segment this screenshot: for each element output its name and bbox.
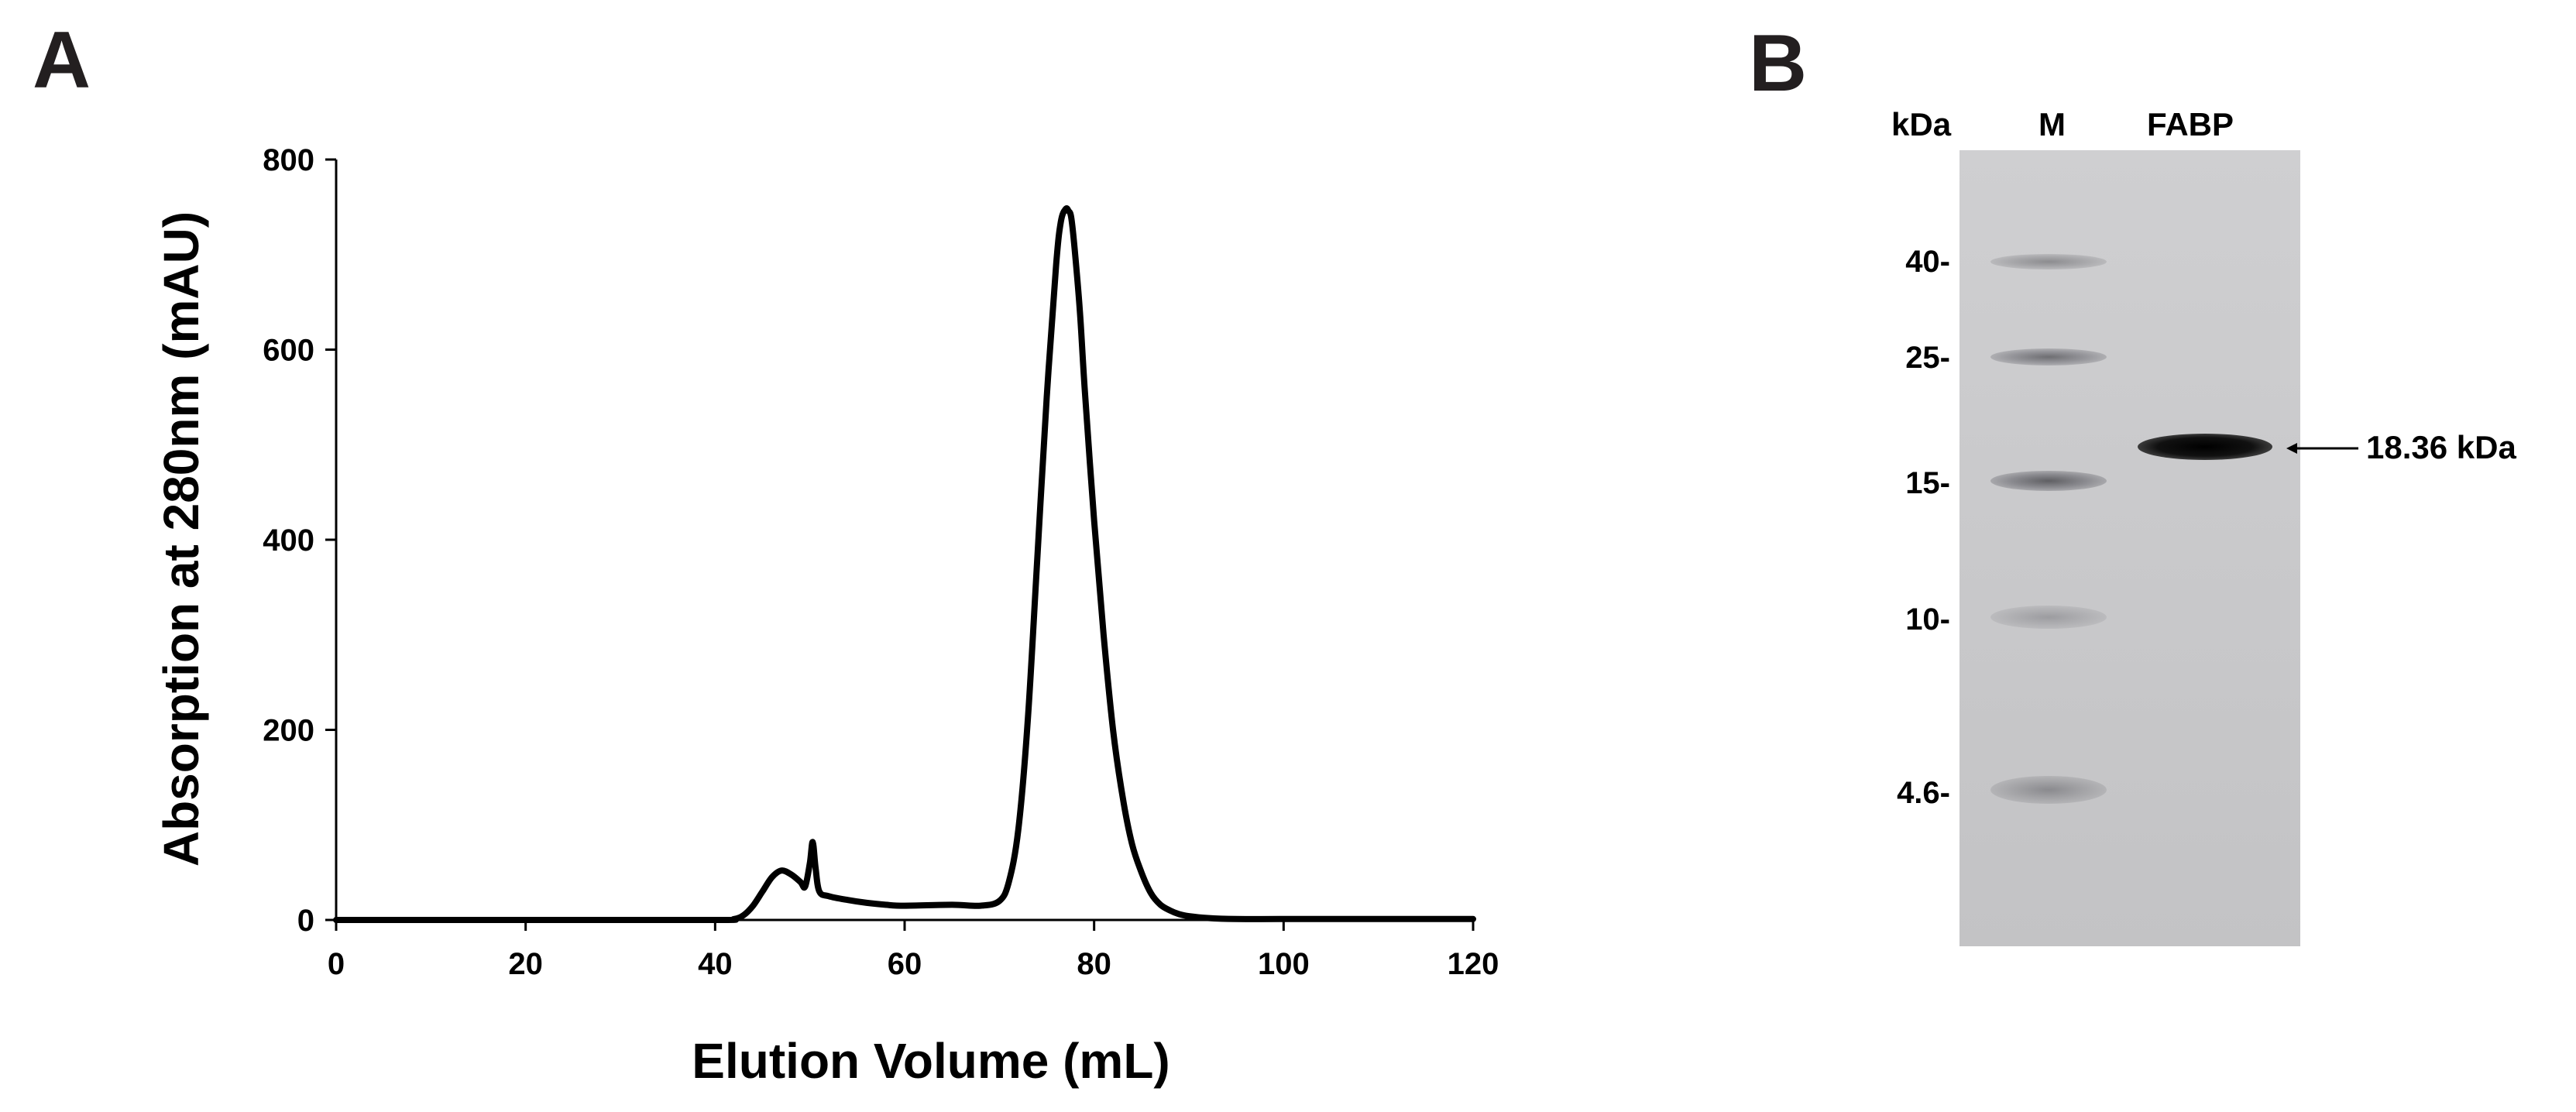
sample-band <box>2138 434 2272 460</box>
y-axis-title: Absorption at 280nm (mAU) <box>153 211 209 867</box>
sample-band-size-label: 18.36 kDa <box>2366 429 2516 465</box>
marker-label-25: 25- <box>1905 341 1950 375</box>
chart-series <box>333 205 1476 924</box>
x-tick-label: 60 <box>888 947 922 981</box>
gel-unit-header: kDa <box>1891 106 1952 142</box>
marker-band-10 <box>1990 606 2107 629</box>
marker-band-4.6 <box>1990 776 2107 804</box>
y-tick-label: 200 <box>263 714 314 748</box>
x-axis-title: Elution Volume (mL) <box>692 1033 1170 1089</box>
marker-band-40 <box>1990 254 2107 269</box>
y-tick-label: 0 <box>297 904 314 938</box>
panel-label-a: A <box>33 15 91 105</box>
x-tick-label: 80 <box>1077 947 1111 981</box>
x-tick-label: 20 <box>508 947 543 981</box>
marker-label-10: 10- <box>1905 602 1950 637</box>
gel-lane-marker-header: M <box>2038 106 2066 142</box>
marker-label-15: 15- <box>1905 466 1950 500</box>
marker-band-15 <box>1990 471 2107 491</box>
x-tick-label: 120 <box>1448 947 1499 981</box>
x-tick-label: 40 <box>698 947 733 981</box>
marker-label-40: 40- <box>1905 245 1950 279</box>
chromatogram-series-line <box>333 205 1476 924</box>
y-tick-label: 800 <box>263 143 314 177</box>
panel-label-b: B <box>1749 19 1808 108</box>
y-tick-label: 600 <box>263 334 314 368</box>
gel-lane-sample-header: FABP <box>2147 106 2234 142</box>
y-tick-label: 400 <box>263 523 314 558</box>
x-tick-label: 0 <box>328 947 345 981</box>
chart-axes <box>335 160 1473 922</box>
band-arrow-icon <box>2286 443 2358 454</box>
marker-label-4.6: 4.6- <box>1897 776 1950 810</box>
marker-band-25 <box>1990 348 2107 366</box>
chromatogram-chart: 0 20 40 60 80 100 120 0 200 400 600 800 Elution Vol… <box>153 143 1499 1089</box>
gel-image <box>1959 150 2300 946</box>
x-tick-label: 100 <box>1258 947 1310 981</box>
chart-ticks: 0 20 40 60 80 100 120 0 200 400 600 800 <box>263 143 1499 981</box>
